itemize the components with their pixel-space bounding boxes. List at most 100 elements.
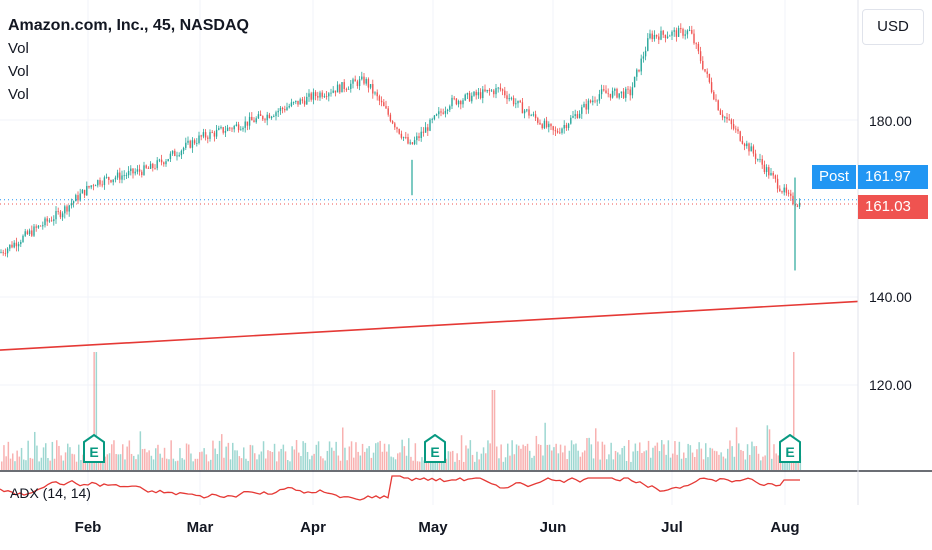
candle bbox=[746, 143, 748, 147]
volume-bar bbox=[460, 435, 463, 470]
axis-layer bbox=[0, 0, 932, 505]
candle bbox=[339, 84, 341, 93]
earnings-e-icon[interactable]: E bbox=[423, 434, 447, 464]
candle bbox=[191, 140, 194, 148]
volume-bar bbox=[738, 443, 740, 470]
candle bbox=[614, 88, 616, 91]
trendline bbox=[0, 300, 859, 351]
candle bbox=[669, 35, 671, 37]
candle bbox=[376, 92, 378, 97]
volume-bar bbox=[62, 460, 65, 470]
volume-bar bbox=[51, 441, 54, 470]
candle bbox=[391, 121, 394, 124]
candle bbox=[416, 136, 418, 141]
volume-bar bbox=[342, 427, 344, 470]
volume-bar bbox=[757, 453, 760, 470]
candle bbox=[141, 171, 143, 176]
volume-bar bbox=[500, 444, 502, 470]
candle bbox=[372, 84, 374, 94]
symbol-title[interactable]: Amazon.com, Inc., 45, NASDAQ bbox=[8, 17, 249, 34]
candle bbox=[490, 90, 493, 92]
candle bbox=[781, 191, 783, 193]
earnings-e-icon[interactable]: E bbox=[778, 434, 802, 464]
candle bbox=[176, 155, 178, 157]
candle bbox=[319, 92, 321, 98]
candle bbox=[787, 192, 790, 194]
volume-bar bbox=[337, 455, 340, 470]
candle bbox=[629, 89, 631, 96]
candle bbox=[310, 93, 312, 100]
volume-bar bbox=[647, 440, 650, 470]
volume-bar bbox=[375, 443, 377, 470]
candle bbox=[598, 94, 601, 101]
currency-button[interactable]: USD bbox=[862, 9, 924, 45]
volume-indicator-label[interactable]: Vol bbox=[8, 63, 29, 80]
candle bbox=[288, 106, 290, 108]
candle bbox=[123, 175, 125, 177]
volume-bar bbox=[722, 456, 725, 470]
volume-bar bbox=[502, 461, 505, 470]
volume-bar bbox=[535, 435, 538, 470]
volume-bar bbox=[42, 447, 45, 470]
candle bbox=[583, 103, 585, 108]
candle bbox=[61, 213, 64, 218]
volume-bar bbox=[458, 460, 461, 470]
volume-bar bbox=[588, 437, 590, 470]
candle bbox=[607, 93, 609, 95]
candle bbox=[180, 150, 183, 156]
candle bbox=[321, 92, 323, 97]
volume-bar bbox=[645, 450, 648, 470]
candle bbox=[347, 88, 350, 90]
candle bbox=[611, 90, 614, 98]
candle bbox=[385, 106, 387, 109]
candle bbox=[497, 87, 499, 89]
candle bbox=[407, 137, 409, 144]
candle bbox=[277, 110, 279, 113]
volume-bar bbox=[207, 461, 210, 470]
volume-bar bbox=[524, 446, 527, 470]
candle bbox=[350, 83, 352, 89]
volume-bar bbox=[199, 452, 201, 470]
candle bbox=[169, 153, 172, 160]
volume-bar bbox=[491, 390, 494, 470]
candle bbox=[695, 43, 697, 45]
volume-bar bbox=[744, 459, 747, 470]
volume-bar bbox=[38, 461, 40, 470]
volume-indicator-label[interactable]: Vol bbox=[8, 86, 29, 103]
candle bbox=[358, 79, 361, 87]
volume-bar bbox=[507, 443, 509, 470]
volume-bar bbox=[467, 448, 469, 470]
candle bbox=[682, 29, 684, 36]
candle bbox=[702, 60, 704, 70]
candle bbox=[308, 93, 310, 97]
candle bbox=[116, 172, 119, 178]
volume-bar bbox=[152, 459, 155, 470]
volume-bar bbox=[247, 460, 249, 470]
candle bbox=[532, 114, 535, 116]
candle bbox=[418, 136, 420, 139]
volume-bar bbox=[106, 454, 109, 470]
volume-bar bbox=[179, 448, 181, 470]
earnings-e-icon[interactable]: E bbox=[82, 434, 106, 464]
volume-indicator-label[interactable]: Vol bbox=[8, 40, 29, 57]
candle bbox=[398, 128, 400, 134]
candle bbox=[259, 114, 262, 116]
volume-bar bbox=[676, 454, 678, 470]
volume-bar bbox=[128, 440, 131, 470]
volume-bar bbox=[469, 440, 472, 470]
volume-bar bbox=[663, 444, 665, 470]
volume-bar bbox=[544, 422, 546, 470]
candle bbox=[671, 31, 673, 36]
volume-bar bbox=[601, 441, 604, 470]
adx-indicator-label[interactable]: ADX (14, 14) bbox=[10, 485, 91, 501]
volume-bar bbox=[168, 459, 170, 470]
volume-bar bbox=[733, 456, 736, 470]
volume-bar bbox=[551, 450, 553, 470]
volume-bar bbox=[232, 442, 234, 470]
volume-bar bbox=[304, 442, 307, 470]
candle bbox=[6, 248, 9, 254]
volume-bar bbox=[265, 458, 267, 470]
candle bbox=[561, 128, 563, 133]
candle bbox=[196, 142, 198, 144]
